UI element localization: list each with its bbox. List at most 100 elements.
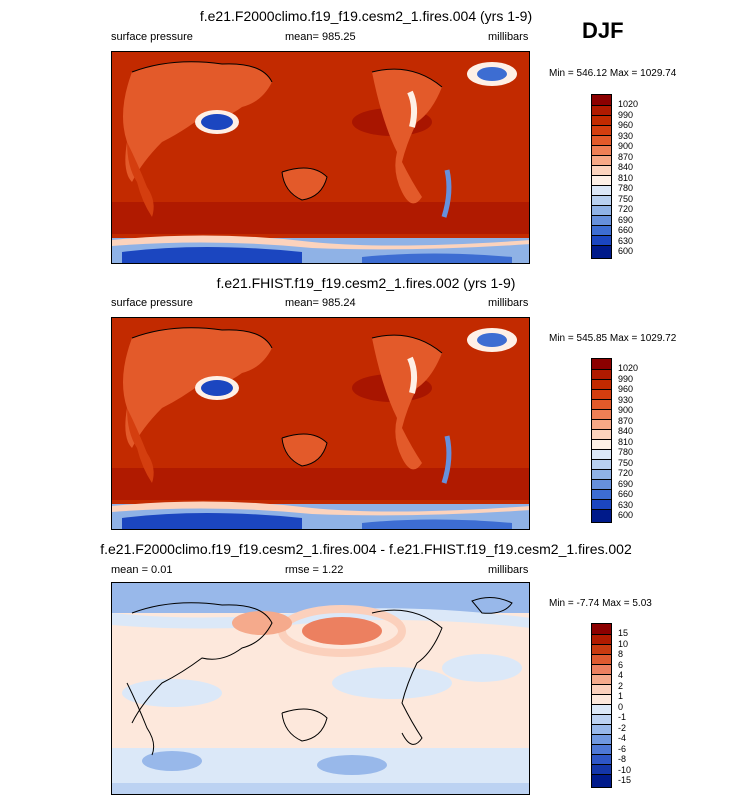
- colorbar-tick-label: 930: [618, 394, 634, 405]
- panel1-eurasia-africa: [123, 61, 272, 182]
- colorbar-tick-label: 870: [618, 415, 634, 426]
- colorbar-tick-label: 660: [618, 489, 634, 499]
- colorbar-tick-label: 900: [618, 405, 634, 415]
- panel3-pacific-negative: [332, 667, 452, 699]
- colorbar-tick-label: 840: [618, 426, 634, 436]
- colorbar-tick-label: 810: [618, 436, 634, 447]
- panel3-coastlines: [126, 597, 513, 756]
- colorbar-tick-label: 930: [618, 130, 634, 141]
- colorbar-tick-label: 750: [618, 457, 634, 468]
- panel2-africa-south: [127, 408, 154, 483]
- panel2-mean-label: mean= 985.24: [285, 297, 356, 309]
- colorbar-tick-label: -2: [618, 722, 627, 733]
- panel1-greenland-low: [477, 67, 507, 81]
- panel2-rockies: [407, 356, 418, 394]
- panel1-mean-label: mean= 985.25: [285, 31, 356, 43]
- panel2-greenland-low: [477, 333, 507, 347]
- colorbar-tick-label: 690: [618, 214, 634, 225]
- panel3-antarctica: [112, 783, 529, 794]
- colorbar-tick-label: 10: [618, 638, 629, 649]
- panel1-units-label: millibars: [488, 31, 529, 43]
- panel2-minmax: Min = 545.85 Max = 1029.72: [549, 333, 677, 344]
- colorbar-tick-label: 600: [618, 510, 634, 520]
- colorbar-tick-label: 840: [618, 162, 634, 172]
- panel3-arctic-edge: [112, 608, 529, 629]
- colorbar-tick-label: 0: [618, 701, 624, 712]
- panel2-eurasia-africa: [123, 327, 272, 448]
- panel2-tibet-low: [201, 380, 233, 396]
- panel3-map: [111, 582, 530, 795]
- panel1-tibet-low: [201, 114, 233, 130]
- panel1-variable-label: surface pressure: [111, 31, 193, 43]
- colorbar-tick-label: 750: [618, 193, 634, 204]
- panel2-americas: [372, 335, 442, 470]
- colorbar-tick-label: 990: [618, 109, 634, 120]
- colorbar-tick-label: 660: [618, 225, 634, 235]
- colorbar-tick-label: -4: [618, 733, 627, 743]
- panel2-southern-ring: [112, 501, 529, 516]
- panel2-southern-high-band: [112, 468, 529, 500]
- panel1-coastlines: [131, 61, 443, 201]
- panel1-antarctic-plateau: [122, 247, 302, 263]
- colorbar-tick-label: -1: [618, 712, 627, 722]
- colorbar-tick-label: 1020: [618, 363, 639, 373]
- panel1-africa-south: [127, 142, 154, 217]
- panel3-south-pacific-low: [317, 755, 387, 775]
- colorbar-tick-label: 690: [618, 478, 634, 489]
- panel2-map: [111, 317, 530, 530]
- panel1-antarctic-plateau-west: [362, 253, 512, 263]
- panel3-units-label: millibars: [488, 564, 529, 576]
- panel1-minmax: Min = 546.12 Max = 1029.74: [549, 68, 677, 79]
- panel2-units-label: millibars: [488, 297, 529, 309]
- colorbar-tick-label: 780: [618, 447, 634, 457]
- panel3-south-indian-low: [142, 751, 202, 771]
- colorbar-tick-label: 960: [618, 384, 634, 394]
- colorbar-tick-label: -10: [618, 764, 632, 775]
- panel2-coastlines: [131, 327, 443, 467]
- colorbar-tick-label: 810: [618, 172, 634, 183]
- panel2-antarctic-plateau-west: [362, 519, 512, 529]
- colorbar-tick-label: 630: [618, 499, 634, 510]
- panel1-rockies: [407, 90, 418, 128]
- panel3-eurasia-positive: [232, 611, 292, 635]
- colorbar-tick-label: 780: [618, 183, 634, 193]
- colorbar-tick-label: 990: [618, 373, 634, 384]
- panel3-indian-negative: [122, 679, 222, 707]
- colorbar-tick-label: 1: [618, 691, 624, 701]
- colorbar-tick-label: 720: [618, 204, 634, 214]
- panel3-npacific-positive: [302, 617, 382, 645]
- panel1-map: [111, 51, 530, 264]
- colorbar-tick-label: -6: [618, 743, 627, 754]
- colorbar-tick-label: 15: [618, 628, 629, 638]
- panel2-colorbar: [591, 358, 612, 523]
- colorbar-tick-label: 1020: [618, 99, 639, 109]
- season-label: DJF: [582, 18, 624, 43]
- panel3-colorbar: [591, 623, 612, 788]
- panel1-southern-high-band: [112, 202, 529, 234]
- panel3-rmse-label: rmse = 1.22: [285, 564, 344, 576]
- colorbar-tick-label: 6: [618, 659, 624, 670]
- colorbar-tick-label: 720: [618, 468, 634, 478]
- panel2-andes: [441, 435, 452, 484]
- panel3-atlantic-negative: [442, 654, 522, 682]
- panel1-colorbar: [591, 94, 612, 259]
- panel1-southern-ring: [112, 235, 529, 250]
- colorbar-tick-label: 960: [618, 120, 634, 130]
- panel1-australia: [282, 168, 327, 200]
- panel2-australia: [282, 434, 327, 466]
- colorbar-tick-label: 900: [618, 141, 634, 151]
- colorbar-tick-label: 600: [618, 246, 634, 256]
- colorbar-tick-label: 4: [618, 670, 624, 680]
- panel3-minmax: Min = -7.74 Max = 5.03: [549, 598, 652, 609]
- colorbar-tick-label: 8: [618, 649, 624, 659]
- panel1-andes: [441, 169, 452, 218]
- panel1-americas: [372, 69, 442, 204]
- panel1-title: f.e21.F2000climo.f19_f19.cesm2_1.fires.0…: [199, 8, 533, 24]
- panel3-title: f.e21.F2000climo.f19_f19.cesm2_1.fires.0…: [100, 541, 632, 557]
- panel2-antarctic-plateau: [122, 513, 302, 529]
- colorbar-tick-label: -8: [618, 754, 627, 764]
- colorbar-tick-label: -15: [618, 775, 632, 785]
- colorbar-tick-label: 870: [618, 151, 634, 162]
- panel3-mean-label: mean = 0.01: [111, 564, 173, 576]
- panel2-variable-label: surface pressure: [111, 297, 193, 309]
